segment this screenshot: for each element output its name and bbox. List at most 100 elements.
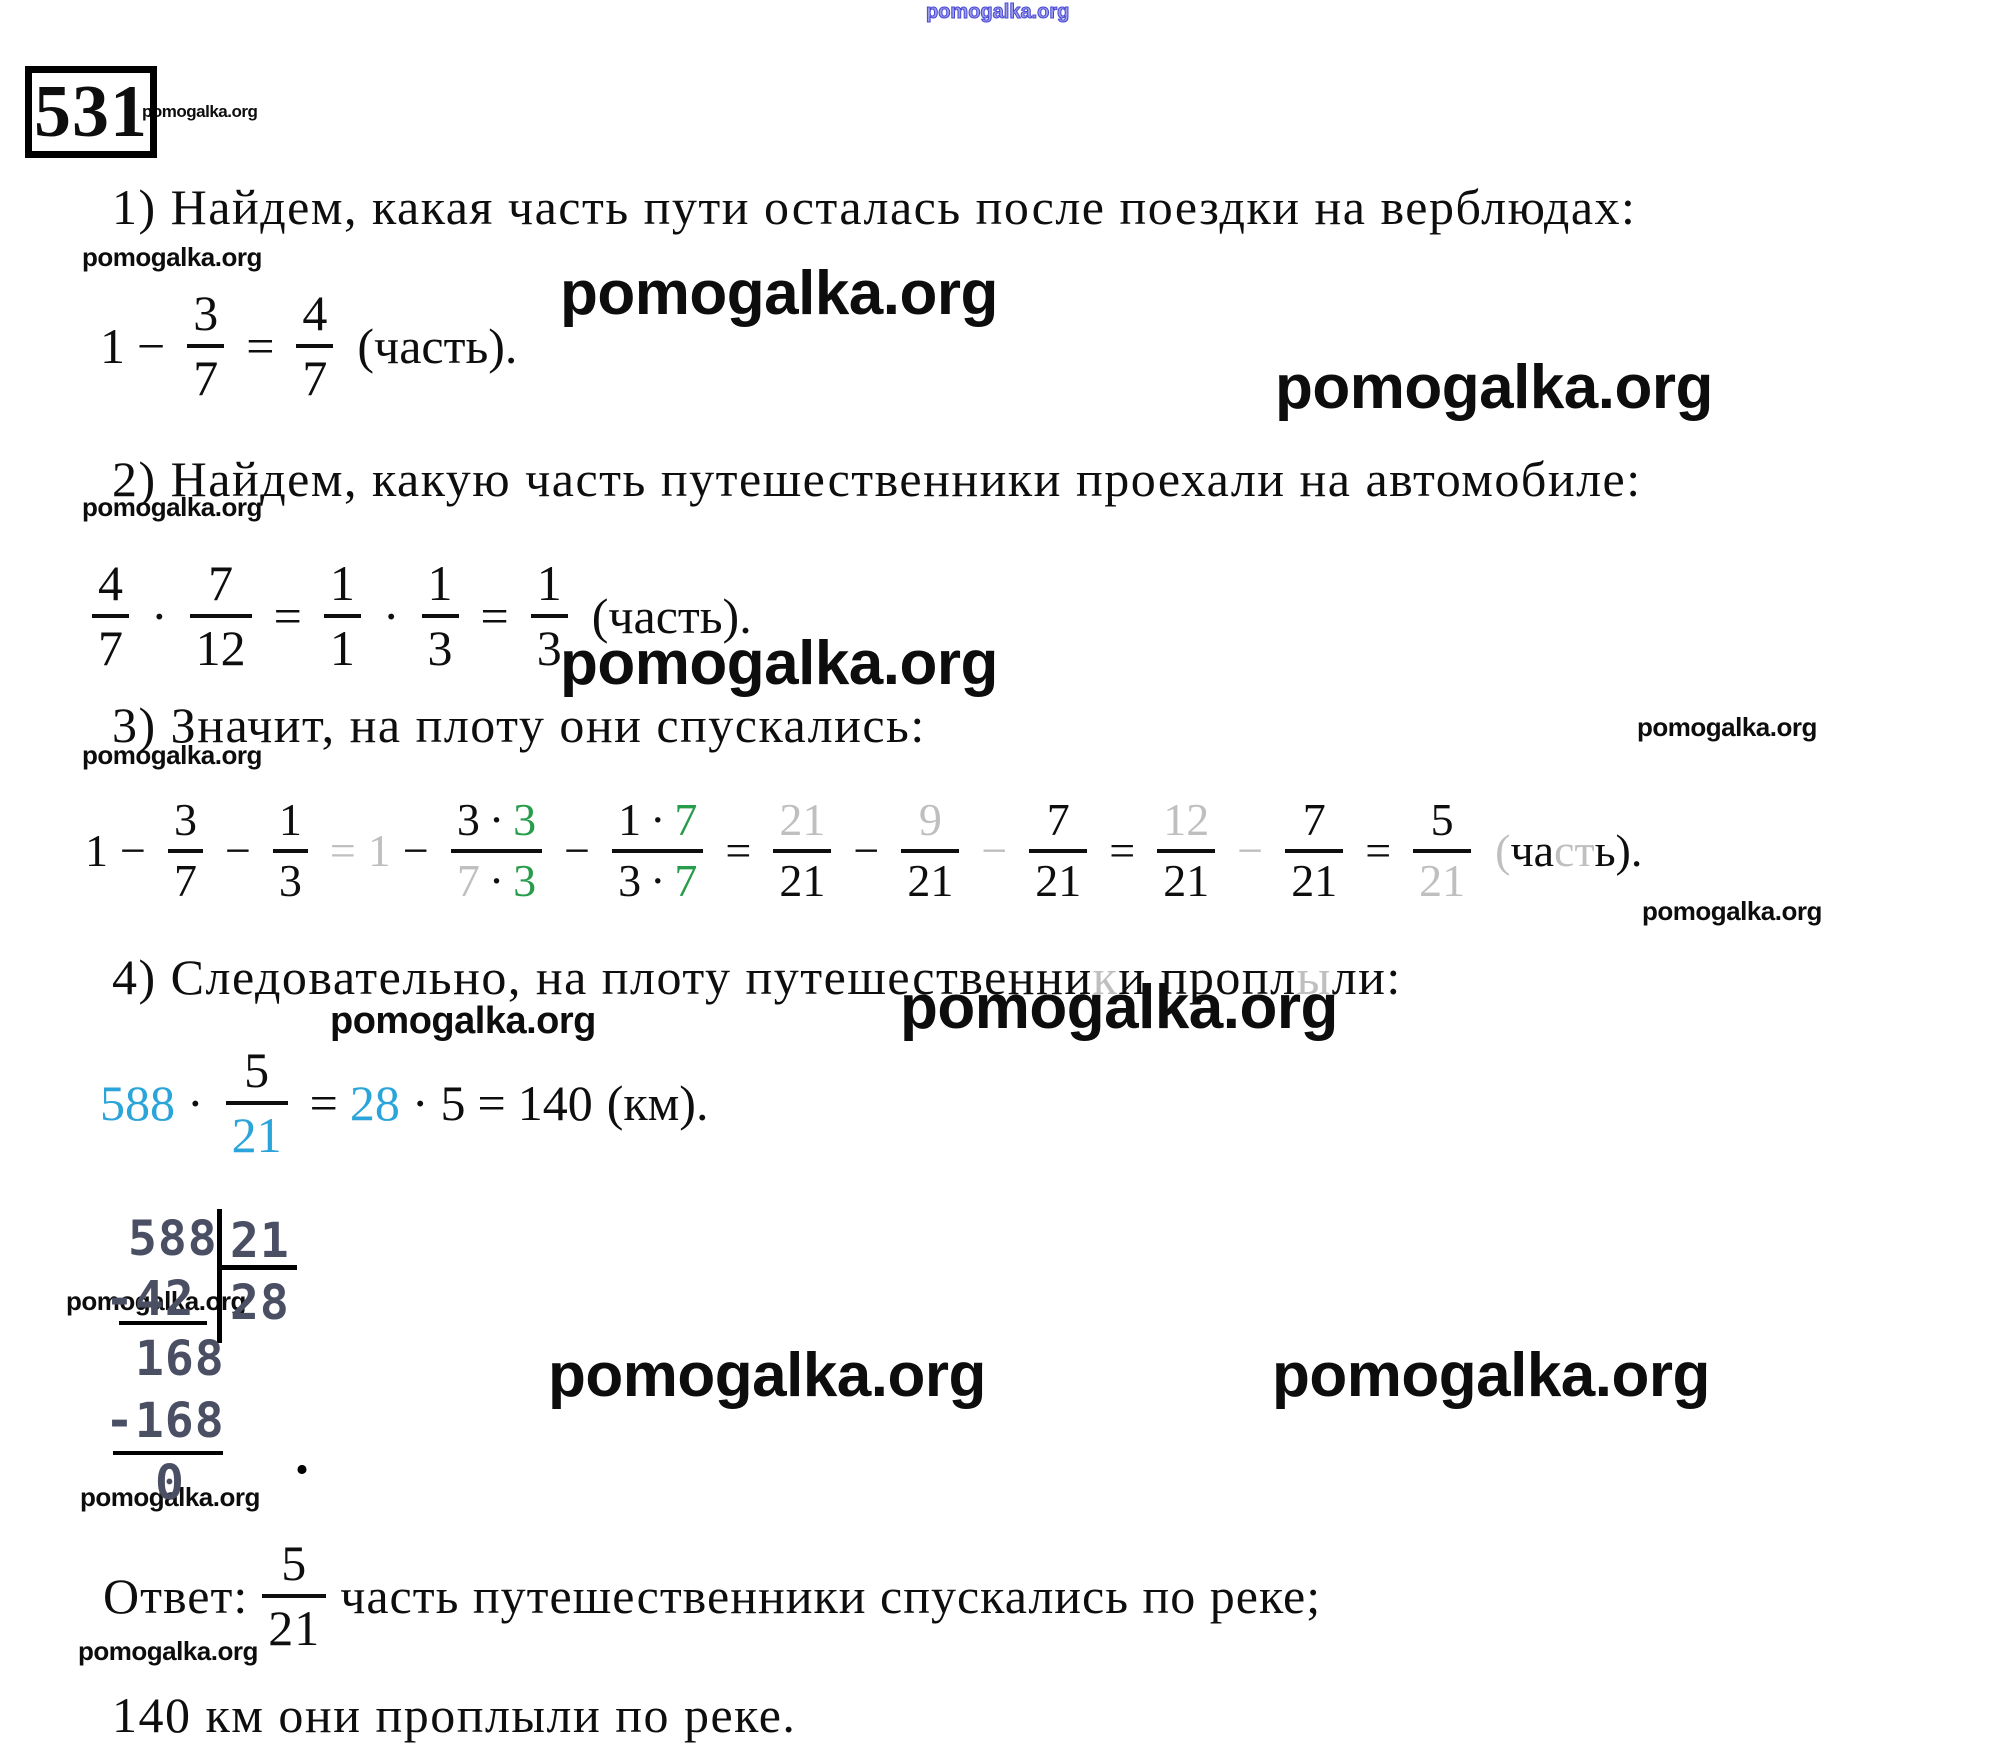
eq3-equals4: = [1365,825,1392,877]
equation-4: 588 · 5 21 = 28 · 5 = 140 (км). [100,1045,708,1161]
watermark: pomogalka.org [142,102,258,121]
fraction-4-7: 4 7 [296,288,334,404]
fraction-3-7: 3 7 [187,288,225,404]
fraction-1-3: 1 3 [530,558,568,674]
fraction-4-7: 4 7 [92,558,129,674]
fraction-bar [187,344,225,348]
fraction-5-21: 5 21 [262,1538,327,1654]
eq4-quotient: 28 [349,1075,400,1131]
eq4-dividend: 588 [100,1075,175,1131]
fraction-bar [296,344,334,348]
fraction-1-3: 1 3 [272,796,308,905]
eq3-number-faded: 1 [367,825,391,877]
division-subtract-2: -168 [105,1393,225,1449]
step3-heading: 3) Значит, на плоту они спускались: [112,697,926,753]
watermark: pomogalka.org [548,1341,986,1410]
eq4-result: 140 [517,1075,593,1131]
fraction-bar [901,848,960,853]
fraction-7-21: 7 21 [1285,796,1344,905]
eq3-minus5: − [853,825,880,877]
fraction-3-7: 3 7 [167,796,203,905]
answer-line-1: Ответ: 5 21 часть путешественники спуска… [103,1538,1321,1654]
step1-heading: 1) Найдем, какая часть пути осталась пос… [112,179,1637,235]
watermark: pomogalka.org [330,1000,596,1042]
fraction-5-21: 5 21 [225,1045,288,1161]
eq3-unit: (часть). [1495,825,1643,877]
eq3-equals2: = [725,825,752,877]
eq4-unit: (км). [606,1075,709,1131]
division-vertical-line [217,1209,222,1343]
long-division-block: 588 21 -42 28 168 -168 0 . [95,1205,425,1535]
watermark: pomogalka.org [925,1,1070,24]
problem-number-box: 531 [25,66,157,158]
equation-2: 4 7 · 7 12 = 1 1 · 1 3 = 1 3 (часть). [92,558,752,674]
eq3-equals-faded: = [329,825,356,877]
fraction-21-21: 21 21 [773,796,832,905]
fraction-1-1: 1 1 [323,558,361,674]
watermark: pomogalka.org [560,629,998,698]
eq1-unit: (часть). [357,318,518,374]
fraction-bar [773,848,832,853]
eq4-times: · [187,1075,204,1131]
watermark: pomogalka.org [82,242,262,272]
eq3-minus7-faded: − [1237,825,1264,877]
fraction-bar [1029,848,1088,853]
fraction-1-3: 1 3 [421,558,459,674]
watermark: pomogalka.org [1637,712,1817,742]
watermark: pomogalka.org [82,492,262,522]
step2-heading: 2) Найдем, какую часть путешественники п… [112,451,1642,507]
fraction-bar [421,614,459,618]
eq1-number: 1 [100,318,125,374]
fraction-bar [450,848,543,853]
eq3-minus6-faded: − [981,825,1008,877]
answer-line-2: 140 км они проплыли по реке. [112,1687,797,1743]
eq3-minus3: − [402,825,429,877]
fraction-bar [612,848,704,853]
watermark: pomogalka.org [78,1636,258,1666]
fraction-bar [1285,848,1344,853]
eq3-minus: − [120,825,146,877]
division-quotient: 28 [230,1275,290,1331]
answer-prefix: Ответ: [103,1568,249,1624]
division-result: 0 [155,1455,185,1511]
eq2-times: · [151,588,168,644]
eq3-number: 1 [85,825,108,877]
eq1-equals: = [246,318,275,374]
eq3-minus4: − [564,825,591,877]
eq4-five: 5 [440,1075,466,1131]
fraction-bar [1157,848,1216,853]
watermark: pomogalka.org [80,1482,260,1512]
fraction-expanded-1x7: 1 · 7 3 · 7 [612,796,704,905]
watermark: pomogalka.org [900,973,1338,1042]
eq4-times2: · [411,1075,429,1131]
eq2-equals: = [273,588,302,644]
watermark: pomogalka.org [1272,1341,1710,1410]
eq3-equals3: = [1109,825,1136,877]
division-dividend: 588 [128,1211,218,1267]
fraction-7-12: 7 12 [189,558,252,674]
fraction-bar [262,1594,327,1598]
watermark: pomogalka.org [560,259,998,328]
fraction-9-21: 9 21 [901,796,960,905]
fraction-bar [92,614,129,618]
fraction-bar [1413,848,1472,853]
eq2-times2: · [382,588,400,644]
eq1-minus: − [137,318,166,374]
fraction-7-21: 7 21 [1029,796,1088,905]
watermark: pomogalka.org [66,1286,246,1316]
fraction-bar [323,614,361,618]
division-divisor-underline [217,1265,297,1270]
equation-3: 1 − 3 7 − 1 3 = 1 − 3 · 3 7 · 3 − 1 · 7 3 · 7 = … [85,796,1643,905]
fraction-bar [530,614,568,618]
eq3-minus2: − [224,825,251,877]
problem-number: 531 [34,70,148,153]
equation-1: 1 − 3 7 = 4 7 (часть). [100,288,517,404]
fraction-bar [225,1101,288,1105]
answer-text: часть путешественники спускались по реке… [340,1568,1322,1624]
division-period: . [295,1424,309,1486]
division-remainder-1: 168 [135,1331,225,1387]
fraction-bar [167,848,203,853]
division-divisor: 21 [230,1213,290,1269]
division-underline-2 [113,1451,223,1455]
watermark: pomogalka.org [1275,353,1713,422]
